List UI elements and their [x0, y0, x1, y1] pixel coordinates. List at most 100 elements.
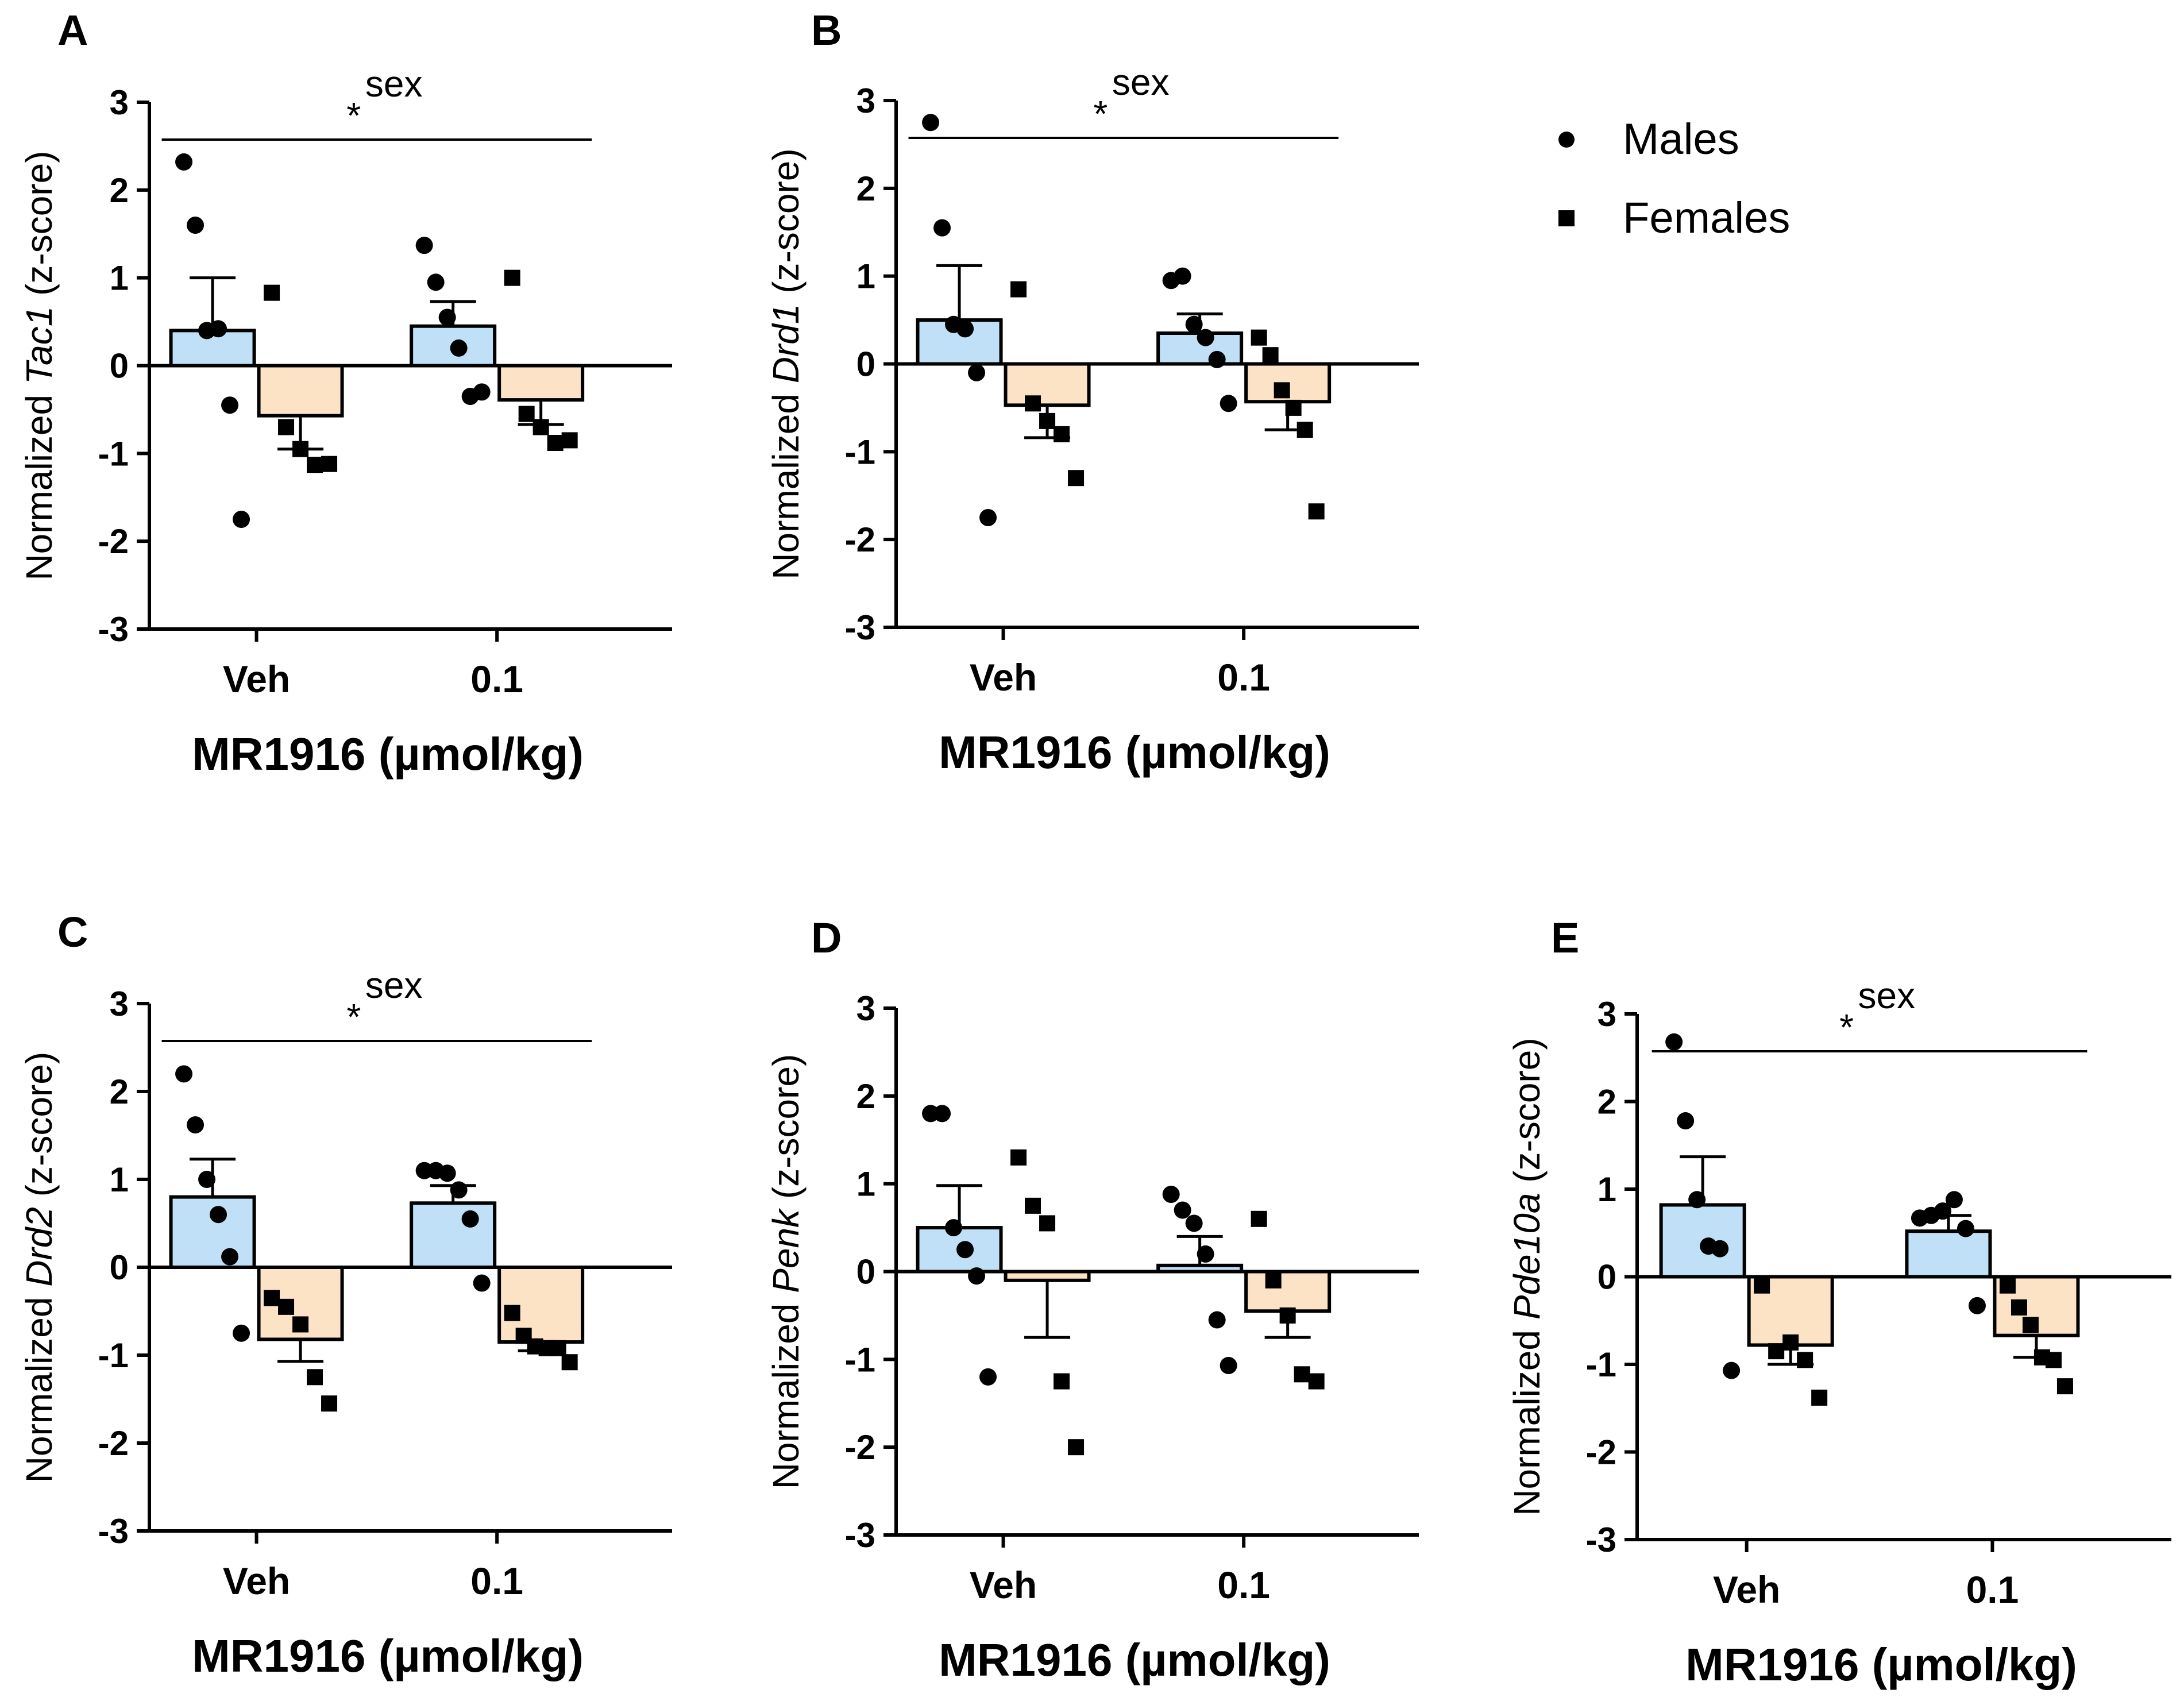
point-female: [1262, 347, 1279, 364]
point-male: [979, 508, 997, 526]
y-axis-label: Normalized Pde10a (z-score): [1506, 1037, 1548, 1515]
significance-star: *: [346, 996, 361, 1037]
panel-letter: C: [57, 908, 88, 956]
point-female: [278, 1298, 295, 1315]
chart-panel-c: C3 2 1 0 -1 -2 -3 Veh 0.1 MR1916 (µmol/kg) Normali…: [18, 908, 672, 1681]
point-female: [1039, 1215, 1056, 1232]
point-male: [922, 114, 940, 132]
point-female: [550, 1340, 566, 1356]
point-male: [1968, 1297, 1986, 1314]
point-female: [2022, 1317, 2039, 1333]
y-axis-gene-name: Pde10a: [1506, 1193, 1548, 1320]
point-female: [518, 406, 535, 422]
point-male: [175, 153, 193, 171]
legend-female-marker: [1558, 210, 1575, 226]
y-tick-label: 2: [110, 171, 129, 210]
y-tick-label: -1: [98, 434, 129, 473]
point-female: [1251, 1210, 1267, 1227]
point-male: [1197, 329, 1214, 346]
point-female: [533, 419, 549, 435]
point-male: [1723, 1361, 1741, 1379]
point-male: [221, 1248, 239, 1266]
category-label: Veh: [223, 1560, 290, 1602]
point-male: [1162, 1186, 1180, 1204]
y-axis-label: Normalized Drd2 (z-score): [18, 1052, 60, 1483]
significance-label: sex: [365, 63, 423, 105]
point-female: [292, 1316, 309, 1333]
significance-star: *: [346, 95, 361, 136]
panel-letter: B: [811, 6, 842, 54]
y-tick-label: 2: [856, 1077, 875, 1116]
point-male: [933, 1105, 951, 1123]
point-male: [450, 1181, 468, 1199]
point-male: [1711, 1240, 1729, 1258]
y-tick-label: 3: [110, 985, 129, 1023]
y-axis-label-prefix: Normalized: [18, 1287, 60, 1483]
y-tick-label: 0: [856, 345, 875, 384]
y-axis-label: Normalized Tac1 (z-score): [18, 151, 60, 580]
point-female: [1768, 1343, 1785, 1360]
point-male: [956, 1241, 974, 1259]
point-male: [1957, 1220, 1974, 1237]
legend-female-label: Females: [1623, 194, 1790, 242]
y-tick-label: 2: [856, 169, 875, 208]
point-male: [473, 383, 491, 401]
x-axis-label: MR1916 (µmol/kg): [1685, 1639, 2077, 1690]
point-male: [956, 320, 974, 338]
y-axis-label-suffix: (z-score): [765, 148, 807, 303]
y-tick-label: 1: [856, 1165, 875, 1204]
y-tick-label: -3: [98, 1512, 129, 1550]
point-male: [945, 1219, 963, 1237]
category-label: 0.1: [470, 658, 523, 700]
point-female: [1054, 1373, 1070, 1390]
point-male: [187, 216, 204, 234]
y-tick-label: 0: [856, 1253, 875, 1291]
y-tick-label: -3: [1586, 1521, 1616, 1559]
significance-star: *: [1839, 1006, 1854, 1048]
point-female: [1251, 329, 1267, 346]
y-tick-label: -2: [845, 1428, 875, 1467]
point-female: [1811, 1389, 1828, 1406]
category-label: 0.1: [1966, 1568, 2019, 1611]
y-tick-label: -3: [845, 608, 875, 647]
significance-label: sex: [365, 965, 423, 1006]
point-male: [1220, 395, 1237, 412]
y-axis-label-suffix: (z-score): [18, 151, 60, 306]
category-label: Veh: [970, 1564, 1037, 1606]
point-female: [1294, 1366, 1310, 1383]
bar-males: [169, 1195, 256, 1270]
point-male: [979, 1368, 997, 1386]
point-female: [264, 1290, 280, 1306]
y-axis-label-suffix: (z-score): [18, 1052, 60, 1207]
legend-male-marker: [1558, 132, 1575, 148]
point-male: [221, 396, 239, 414]
y-tick-label: -3: [845, 1516, 875, 1555]
category-label: Veh: [970, 656, 1037, 699]
point-female: [1068, 1439, 1085, 1456]
y-tick-label: 1: [110, 1160, 129, 1199]
point-male: [233, 1324, 250, 1342]
y-tick-label: 1: [856, 257, 875, 296]
point-female: [504, 1305, 520, 1321]
point-male: [187, 1116, 204, 1134]
point-male: [1185, 315, 1203, 333]
point-female: [2056, 1378, 2073, 1395]
y-tick-label: 3: [110, 83, 129, 122]
point-female: [561, 1354, 578, 1371]
y-axis-label: Normalized Drd1 (z-score): [765, 148, 807, 579]
point-male: [427, 273, 445, 291]
legend-male-label: Males: [1623, 115, 1739, 164]
y-tick-label: -1: [98, 1336, 129, 1375]
point-male: [473, 1274, 491, 1292]
y-axis-label: Normalized Penk (z-score): [765, 1054, 807, 1490]
point-male: [438, 1164, 456, 1182]
bar-females: [497, 1266, 585, 1344]
y-tick-label: 3: [856, 82, 875, 120]
point-female: [1296, 422, 1313, 438]
y-tick-label: -1: [845, 1340, 875, 1379]
point-female: [321, 456, 338, 472]
y-tick-label: 1: [110, 259, 129, 298]
point-male: [1677, 1112, 1695, 1130]
y-tick-label: -2: [845, 520, 875, 559]
